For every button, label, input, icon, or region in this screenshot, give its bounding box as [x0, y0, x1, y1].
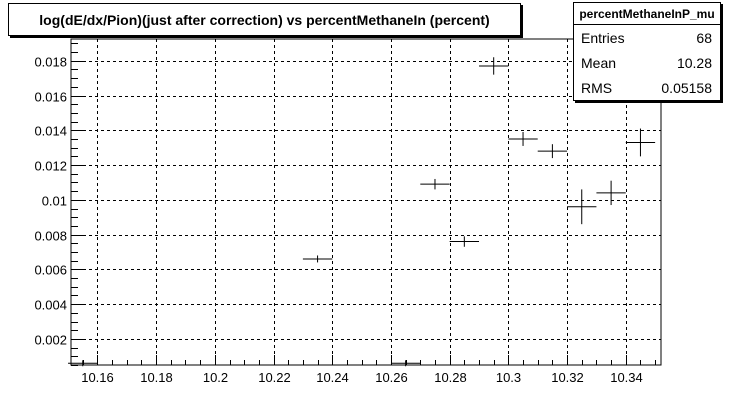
stats-value: 10.28	[676, 54, 712, 71]
x-tick-label: 10.3	[496, 370, 521, 385]
x-tick-label: 10.18	[140, 370, 173, 385]
stats-histogram-name: percentMethaneInP_mu	[574, 3, 720, 25]
stats-box: percentMethaneInP_mu Entries 68 Mean 10.…	[573, 2, 721, 101]
stats-row-entries: Entries 68	[574, 25, 720, 50]
data-point	[68, 360, 98, 367]
x-tick-label: 10.22	[258, 370, 291, 385]
y-tick-label: 0.002	[34, 333, 67, 348]
data-point	[508, 132, 538, 146]
y-tick-label: 0.012	[34, 159, 67, 174]
data-point	[420, 178, 450, 190]
data-point	[390, 360, 421, 367]
y-tick-label: 0.016	[34, 90, 67, 105]
y-tick-label: 0.01	[42, 194, 67, 209]
data-points	[68, 57, 656, 367]
data-point	[302, 255, 333, 263]
data-point	[625, 128, 656, 157]
stats-value: 0.05158	[661, 79, 712, 96]
y-tick-label: 0.014	[34, 124, 67, 139]
axes: 10.16 10.18 10.2 10.22 10.24 10.26 10.28 10.3 10…	[34, 43, 656, 385]
data-point	[537, 144, 568, 159]
x-tick-label: 10.26	[375, 370, 408, 385]
x-tick-label: 10.28	[434, 370, 467, 385]
data-point	[567, 189, 597, 225]
stats-label: RMS	[581, 79, 613, 96]
x-tick-label: 10.32	[551, 370, 584, 385]
stats-label: Entries	[581, 29, 625, 46]
data-point	[479, 57, 509, 75]
data-point	[596, 180, 626, 206]
x-tick-label: 10.2	[203, 370, 228, 385]
x-tick-label: 10.16	[81, 370, 114, 385]
x-tick-label: 10.34	[610, 370, 643, 385]
stats-value: 68	[696, 29, 712, 46]
y-tick-label: 0.018	[34, 55, 67, 70]
chart-title-text: log(dE/dx/Pion)(just after correction) v…	[39, 11, 490, 28]
plot-frame	[70, 38, 662, 366]
stats-row-rms: RMS 0.05158	[574, 75, 720, 100]
stats-label: Mean	[581, 54, 617, 71]
data-point	[449, 236, 480, 247]
stats-row-mean: Mean 10.28	[574, 50, 720, 75]
y-tick-label: 0.004	[34, 298, 67, 313]
y-tick-label: 0.008	[34, 229, 67, 244]
chart-title: log(dE/dx/Pion)(just after correction) v…	[8, 3, 521, 36]
x-tick-label: 10.24	[316, 370, 349, 385]
y-tick-label: 0.006	[34, 263, 67, 278]
